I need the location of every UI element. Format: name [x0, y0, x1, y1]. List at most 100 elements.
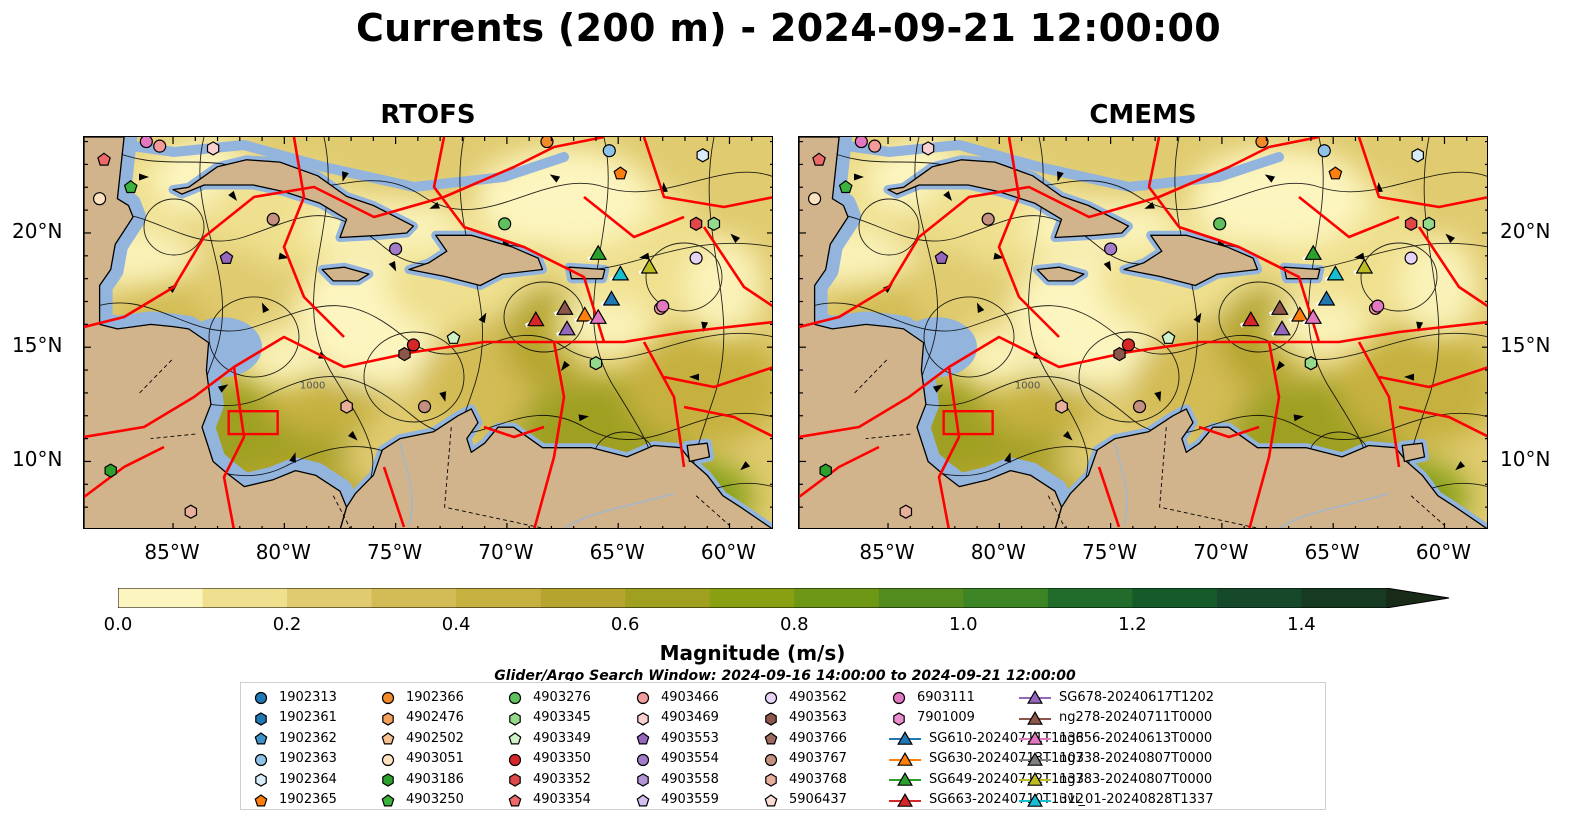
glider-uvi_01-20240828T1337[interactable]: [611, 265, 630, 281]
float-4903554[interactable]: [1104, 242, 1118, 256]
float-1902364[interactable]: [696, 148, 710, 163]
float-4903553[interactable]: [934, 250, 949, 265]
legend-symbol[interactable]: [897, 771, 913, 786]
glider-ng783-20240807T0000[interactable]: [1355, 258, 1374, 274]
float-4903767[interactable]: [1132, 400, 1147, 414]
legend-symbol[interactable]: [1027, 771, 1043, 786]
legend-symbol[interactable]: [1027, 689, 1043, 704]
legend-symbol[interactable]: [255, 773, 267, 787]
glider-ng278-20240711T0000[interactable]: [1270, 299, 1289, 315]
legend-symbol[interactable]: [637, 773, 649, 787]
float-4903562[interactable]: [689, 251, 703, 265]
legend-symbol[interactable]: [1027, 792, 1043, 807]
legend-symbol[interactable]: [764, 691, 778, 705]
float-1902365[interactable]: [1328, 166, 1343, 180]
legend-symbol[interactable]: [636, 793, 650, 806]
rtofs-map[interactable]: 1000: [83, 136, 773, 529]
legend-symbol[interactable]: [636, 753, 650, 766]
glider-SG649-20240712T1133[interactable]: [589, 244, 608, 260]
legend-symbol[interactable]: [1027, 730, 1043, 745]
float-4903768[interactable]: [340, 399, 353, 414]
legend-symbol[interactable]: [508, 732, 522, 745]
float-4903767[interactable]: [981, 212, 995, 226]
glider-ng783-20240807T0000[interactable]: [640, 258, 659, 274]
legend-symbol[interactable]: [1027, 751, 1043, 766]
float-4903345[interactable]: [1422, 216, 1436, 231]
float-4903768[interactable]: [899, 504, 913, 519]
float-4903250[interactable]: [838, 180, 853, 194]
float-4903345[interactable]: [589, 356, 603, 371]
legend-symbol[interactable]: [637, 711, 649, 726]
legend-symbol[interactable]: [508, 753, 522, 766]
float-4903768[interactable]: [184, 504, 198, 519]
float-4903186[interactable]: [819, 463, 832, 478]
float-6903111[interactable]: [656, 299, 670, 313]
glider-SG630-20240713T1103[interactable]: [1290, 306, 1309, 322]
float-4903250[interactable]: [123, 180, 138, 194]
legend-symbol[interactable]: [255, 711, 267, 726]
legend-symbol[interactable]: [764, 753, 778, 766]
float-4903345[interactable]: [1304, 356, 1318, 371]
legend-symbol[interactable]: [509, 711, 521, 726]
legend-symbol[interactable]: [382, 711, 394, 726]
float-4903562[interactable]: [1404, 251, 1418, 265]
legend-symbol[interactable]: [897, 730, 913, 745]
legend-symbol[interactable]: [764, 732, 778, 745]
glider-SG663-20240710T1312[interactable]: [526, 311, 545, 327]
glider-ng278-20240711T0000[interactable]: [555, 299, 574, 315]
float-1902364[interactable]: [1411, 148, 1425, 163]
float-4903768[interactable]: [1055, 399, 1068, 414]
legend-symbol[interactable]: [381, 732, 395, 745]
legend-symbol[interactable]: [254, 753, 268, 766]
glider-SG678-20240617T1202[interactable]: [558, 320, 576, 336]
float-4903554[interactable]: [389, 242, 403, 256]
float-4903466[interactable]: [868, 139, 882, 153]
legend-symbol[interactable]: [254, 793, 268, 806]
legend-symbol[interactable]: [765, 711, 777, 726]
legend-symbol[interactable]: [1027, 710, 1043, 725]
float-4903186[interactable]: [104, 463, 117, 478]
cmems-map[interactable]: 1000: [798, 136, 1488, 529]
float-1902365[interactable]: [613, 166, 628, 180]
legend-symbol[interactable]: [893, 711, 905, 726]
glider-ng656-20240613T0000[interactable]: [1304, 308, 1323, 324]
float-4903767[interactable]: [266, 212, 280, 226]
legend-symbol[interactable]: [254, 732, 268, 745]
legend-symbol[interactable]: [764, 793, 778, 806]
legend-symbol[interactable]: [254, 691, 268, 705]
legend-symbol[interactable]: [897, 792, 913, 807]
legend-symbol[interactable]: [897, 751, 913, 766]
legend-symbol[interactable]: [381, 793, 395, 806]
float-4903563[interactable]: [1113, 346, 1126, 362]
float-4903349[interactable]: [446, 330, 461, 344]
legend-symbol[interactable]: [892, 691, 906, 705]
legend-symbol[interactable]: [381, 691, 395, 705]
float-6903111[interactable]: [139, 137, 153, 149]
float-4903354[interactable]: [812, 152, 826, 166]
float-1902366[interactable]: [540, 137, 554, 149]
float-4903553[interactable]: [219, 250, 234, 265]
float-4903350[interactable]: [1121, 338, 1135, 352]
legend-symbol[interactable]: [381, 753, 395, 766]
float-4903466[interactable]: [153, 139, 167, 153]
float-4903563[interactable]: [398, 346, 411, 362]
legend-symbol[interactable]: [765, 773, 777, 787]
float-4903469[interactable]: [206, 141, 220, 156]
float-4903349[interactable]: [1161, 330, 1176, 344]
legend-symbol[interactable]: [382, 773, 394, 787]
float-4903352[interactable]: [1404, 216, 1418, 231]
float-4903469[interactable]: [921, 141, 935, 156]
float-4903354[interactable]: [97, 152, 111, 166]
legend-symbol[interactable]: [508, 691, 522, 705]
glider-SG610-20240711T1133[interactable]: [602, 290, 621, 306]
glider-SG630-20240713T1103[interactable]: [575, 306, 594, 322]
glider-uvi_01-20240828T1337[interactable]: [1326, 265, 1345, 281]
float-6903111[interactable]: [1371, 299, 1385, 313]
float-4903051[interactable]: [808, 192, 822, 206]
float-4903276[interactable]: [1213, 217, 1227, 231]
legend-symbol[interactable]: [509, 773, 521, 787]
float-4903051[interactable]: [93, 192, 107, 206]
float-4903352[interactable]: [689, 216, 703, 231]
glider-SG663-20240710T1312[interactable]: [1241, 311, 1260, 327]
float-1902366[interactable]: [1255, 137, 1269, 149]
